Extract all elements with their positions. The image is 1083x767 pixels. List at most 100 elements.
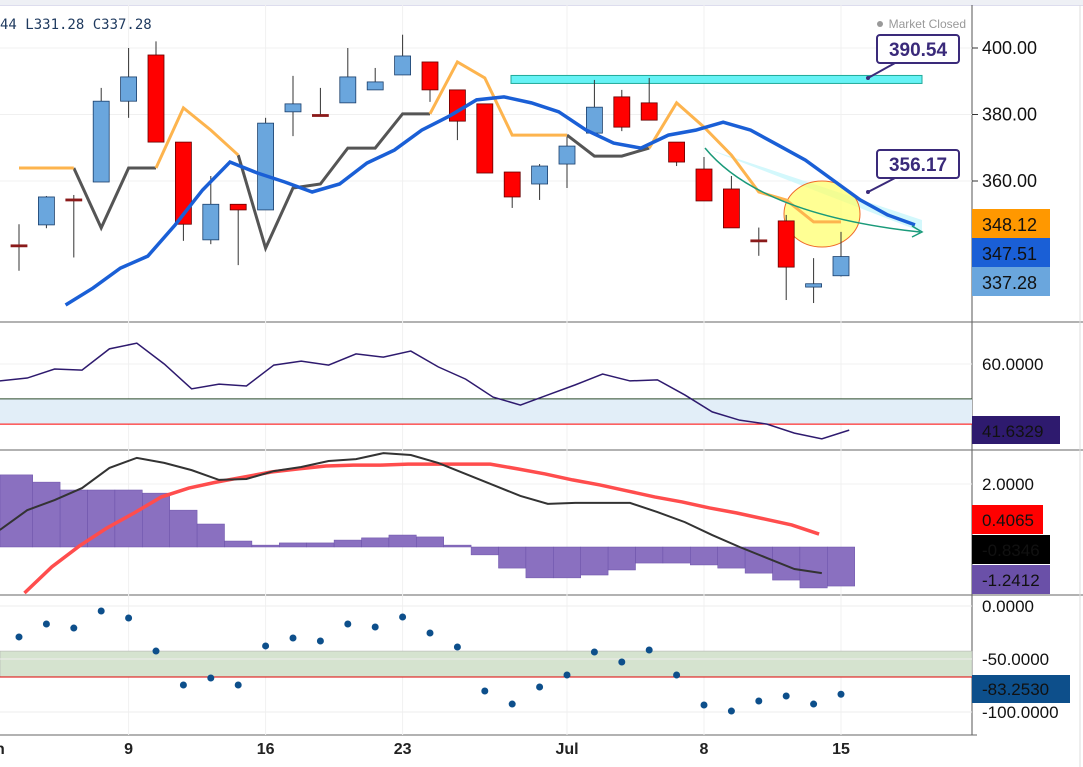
- candle-down[interactable]: [476, 103, 494, 174]
- macd-signal-line: [23, 462, 820, 595]
- willr-point[interactable]: [700, 701, 708, 709]
- ohlc-readout: 44 L331.28 C337.28: [0, 17, 152, 33]
- macd-histogram-bar: [662, 546, 691, 564]
- resistance-level-band[interactable]: [510, 74, 923, 84]
- price-tick-label: 400.00: [982, 38, 1037, 58]
- status-dot-icon: [877, 21, 883, 27]
- willr-point[interactable]: [426, 629, 434, 637]
- candle-up[interactable]: [284, 103, 302, 113]
- willr-point[interactable]: [97, 607, 105, 615]
- candle-up[interactable]: [120, 76, 137, 102]
- macd-histogram-bar: [580, 546, 609, 576]
- willr-band: [0, 650, 973, 678]
- willr-point[interactable]: [810, 700, 818, 708]
- arrow-head-icon: [911, 225, 924, 238]
- willr-point[interactable]: [234, 681, 242, 689]
- macd-histogram-bar: [607, 546, 636, 571]
- candle-up[interactable]: [394, 55, 412, 76]
- ellipse-callout-pointer: [867, 177, 907, 193]
- macd-histogram-bar: [279, 542, 307, 548]
- candle-up[interactable]: [832, 256, 850, 277]
- willr-point[interactable]: [618, 658, 626, 666]
- x-axis-label: n: [0, 741, 5, 758]
- willr-point[interactable]: [453, 643, 461, 651]
- willr-point[interactable]: [15, 633, 23, 641]
- candle-up[interactable]: [558, 145, 576, 165]
- macd-histogram-bar: [498, 546, 527, 569]
- market-status: Market Closed: [889, 17, 966, 31]
- willr-point[interactable]: [673, 671, 681, 679]
- candle-down[interactable]: [65, 198, 83, 202]
- macd-line: [0, 452, 822, 575]
- resistance-callout-box: [876, 34, 960, 64]
- willr-point[interactable]: [536, 683, 544, 691]
- willr-point[interactable]: [508, 700, 516, 708]
- candle-up[interactable]: [531, 165, 548, 185]
- willr-point[interactable]: [727, 707, 735, 715]
- candle-down[interactable]: [174, 141, 192, 225]
- macd-value-label: -0.8346: [982, 541, 1040, 560]
- candle-down[interactable]: [723, 188, 740, 229]
- macd-histogram-bar: [470, 546, 499, 556]
- macd-histogram-bar: [59, 489, 88, 548]
- willr-point[interactable]: [70, 624, 78, 632]
- candle-up[interactable]: [366, 81, 384, 91]
- candle-down[interactable]: [777, 220, 795, 268]
- macd-tick-label: 2.0000: [982, 475, 1034, 494]
- candle-down[interactable]: [640, 102, 658, 121]
- willr-point[interactable]: [645, 646, 653, 654]
- candle-down[interactable]: [147, 54, 165, 143]
- willr-point[interactable]: [344, 620, 352, 628]
- x-axis-label: 8: [700, 741, 709, 758]
- candle-down[interactable]: [613, 96, 631, 128]
- willr-point[interactable]: [262, 642, 270, 650]
- macd-histogram-bar: [333, 539, 362, 548]
- willr-point[interactable]: [755, 697, 763, 705]
- rsi-tick-label: 60.0000: [982, 355, 1043, 374]
- macd-histogram-bar: [169, 509, 198, 548]
- trend-arrow-curve[interactable]: [704, 147, 921, 233]
- candle-up[interactable]: [92, 100, 110, 183]
- willr-point[interactable]: [42, 620, 50, 628]
- candle-down[interactable]: [421, 61, 439, 91]
- willr-point[interactable]: [837, 690, 845, 698]
- candle-up[interactable]: [339, 76, 357, 104]
- candle-up[interactable]: [257, 122, 275, 211]
- macd-histogram-bar: [196, 523, 225, 548]
- candle-down[interactable]: [668, 141, 685, 163]
- candle-up[interactable]: [38, 196, 55, 226]
- willr-point[interactable]: [371, 623, 379, 631]
- willr-point[interactable]: [590, 648, 598, 656]
- willr-tick-label: -100.0000: [982, 703, 1059, 722]
- willr-tick-label: -50.0000: [982, 650, 1049, 669]
- candle-down[interactable]: [750, 239, 768, 243]
- candle-down[interactable]: [695, 168, 713, 202]
- candle-up[interactable]: [586, 106, 603, 134]
- candle-up[interactable]: [202, 203, 220, 241]
- willr-point[interactable]: [399, 613, 407, 621]
- x-axis-label: Jul: [555, 741, 578, 758]
- candle-down[interactable]: [229, 203, 247, 211]
- macd-value-badge: [972, 565, 1050, 594]
- macd-histogram-bar: [416, 536, 444, 548]
- resistance-callout-label: 390.54: [889, 40, 948, 61]
- willr-point[interactable]: [125, 614, 133, 622]
- willr-point[interactable]: [289, 634, 297, 642]
- willr-point[interactable]: [207, 674, 215, 682]
- willr-point[interactable]: [563, 671, 571, 679]
- willr-point[interactable]: [782, 692, 790, 700]
- ellipse-callout-box: [876, 149, 960, 179]
- macd-histogram-bar: [443, 544, 472, 548]
- candle-down[interactable]: [503, 171, 521, 198]
- top-toolbar-strip: [0, 0, 1083, 6]
- willr-point[interactable]: [152, 647, 160, 655]
- macd-histogram-bar: [251, 544, 280, 548]
- candle-down[interactable]: [10, 244, 28, 248]
- candle-up[interactable]: [805, 283, 822, 288]
- macd-histogram-bar: [361, 537, 390, 548]
- willr-point[interactable]: [481, 687, 489, 695]
- candle-down[interactable]: [311, 114, 329, 117]
- willr-point[interactable]: [316, 637, 324, 645]
- willr-point[interactable]: [179, 681, 187, 689]
